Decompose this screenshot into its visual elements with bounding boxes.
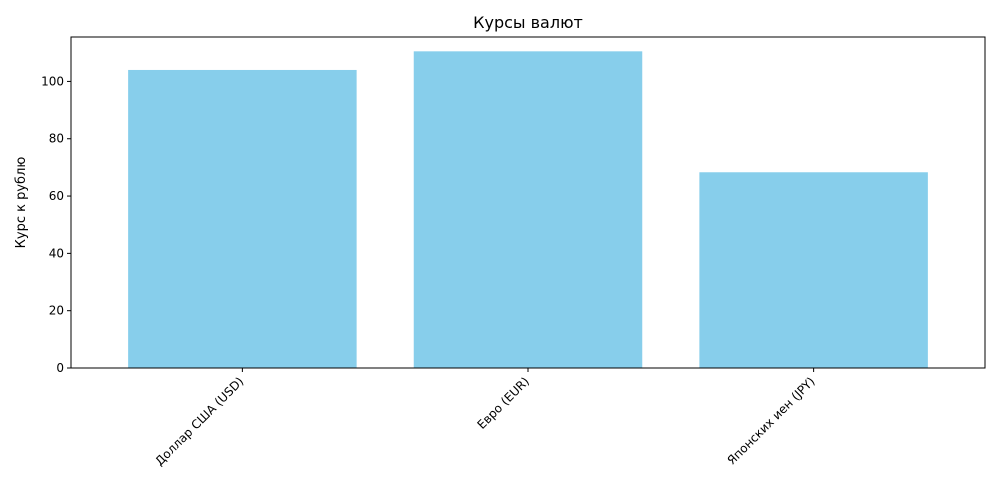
bar-2 bbox=[699, 172, 928, 368]
y-tick-label-0: 0 bbox=[56, 361, 64, 375]
y-tick-label-4: 80 bbox=[49, 132, 64, 146]
y-tick-label-2: 40 bbox=[49, 246, 64, 260]
x-tick-label-1: Евро (EUR) bbox=[474, 374, 532, 432]
bar-0 bbox=[128, 69, 357, 368]
y-tick-label-3: 60 bbox=[49, 189, 64, 203]
chart-title: Курсы валют bbox=[473, 13, 583, 32]
bar-1 bbox=[413, 51, 643, 368]
x-tick-label-0: Доллар США (USD) bbox=[152, 374, 246, 468]
y-tick-label-1: 20 bbox=[49, 304, 64, 318]
y-tick-label-5: 100 bbox=[41, 74, 64, 88]
x-tick-label-2: Японских иен (JPY) bbox=[724, 374, 817, 467]
y-axis-label: Курс к рублю bbox=[14, 157, 29, 249]
bars-layer bbox=[128, 51, 928, 368]
